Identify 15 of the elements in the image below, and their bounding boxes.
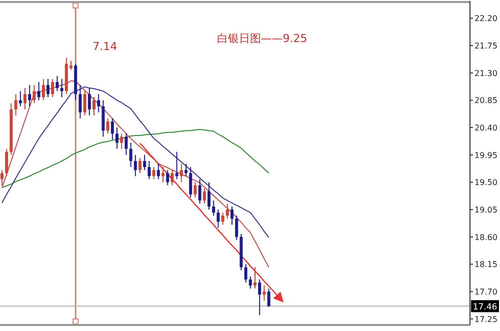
y-tick-label: 17.70 (474, 288, 498, 297)
y-tick-label: 17.25 (474, 314, 498, 324)
y-tick-label: 19.50 (474, 178, 498, 188)
ref-line-label: 17.46 (472, 302, 498, 313)
y-tick-label: 21.75 (474, 42, 498, 51)
text: 白银日图——9.25 (216, 32, 308, 45)
y-tick-label: 19.05 (474, 206, 498, 215)
y-tick-label: 21.30 (474, 68, 498, 78)
y-tick-label: 20.85 (474, 96, 498, 106)
y-tick-label: 22.20 (474, 14, 498, 24)
y-tick-label: 19.95 (474, 150, 498, 160)
y-tick-label: 20.40 (474, 124, 498, 133)
annotation: 7.14 (92, 40, 118, 53)
y-tick-label: 18.15 (474, 260, 498, 270)
y-tick-label: 18.60 (474, 232, 498, 242)
